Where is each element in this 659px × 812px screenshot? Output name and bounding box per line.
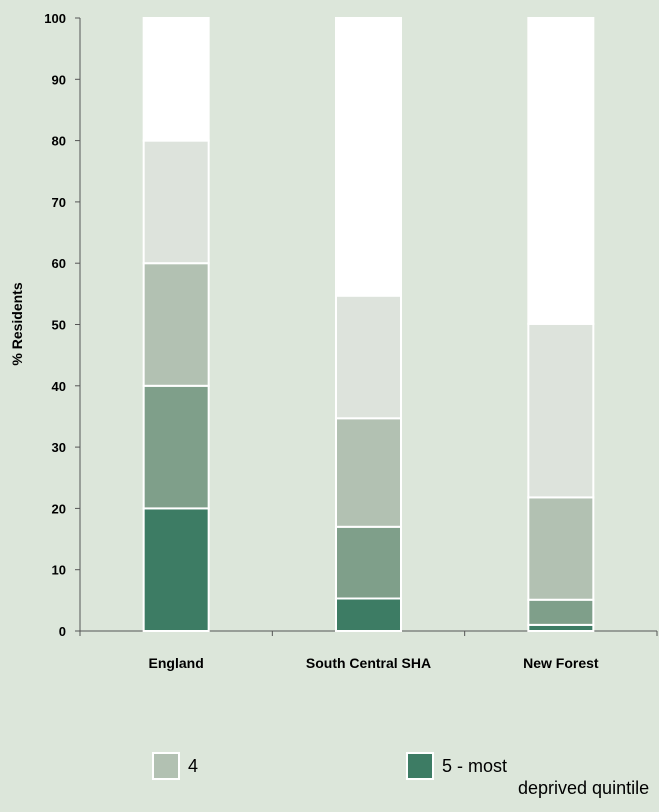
bar-segment-new-forest-4: [527, 322, 595, 499]
bar-segment-england-5: [142, 17, 210, 142]
bar-segment-south-central-sha-4: [335, 294, 402, 420]
bar-segment-new-forest-3: [527, 496, 595, 601]
y-tick-label: 0: [59, 624, 66, 639]
bar-segment-south-central-sha-2: [335, 525, 402, 600]
legend-label-quintile-4: 4: [188, 756, 199, 776]
x-category-label: New Forest: [523, 655, 599, 671]
legend-swatch-quintile-4: [152, 752, 180, 780]
bar-segment-england-4: [142, 139, 210, 265]
y-tick-label: 60: [52, 256, 66, 271]
bar-segment-south-central-sha-3: [335, 417, 402, 528]
y-tick-label: 30: [52, 440, 66, 455]
bar-segment-england-2: [142, 384, 210, 510]
legend-swatch-quintile-5: [406, 752, 434, 780]
legend-label-quintile-5: 5 - most deprived quintile: [442, 756, 650, 798]
y-tick-label: 10: [52, 563, 66, 578]
y-tick-label: 20: [52, 501, 66, 516]
y-tick-label: 70: [52, 195, 66, 210]
bar-segment-south-central-sha-1: [335, 597, 402, 632]
bar-segment-new-forest-5: [527, 17, 595, 325]
stacked-bar-chart: 0 10 20 30 40 50 60 70 80 90 100 England South Cent…: [9, 11, 658, 671]
y-tick-label: 100: [44, 11, 66, 26]
y-tick-label: 90: [52, 72, 66, 87]
y-axis-title: % Residents: [9, 282, 25, 365]
y-tick-label: 40: [52, 379, 66, 394]
bar-segment-south-central-sha-5: [335, 17, 402, 297]
bar-segment-new-forest-2: [527, 598, 595, 626]
y-tick-label: 50: [52, 318, 66, 333]
legend-item-quintile-5: 5 - most deprived quintile: [406, 752, 649, 799]
y-tick-label: 80: [52, 134, 66, 149]
bar-segment-england-3: [142, 262, 210, 387]
bars: [142, 17, 595, 632]
x-category-label: South Central SHA: [306, 655, 431, 671]
legend-item-quintile-4: 4: [152, 752, 198, 780]
x-category-label: England: [149, 655, 204, 671]
y-axis: 0 10 20 30 40 50 60 70 80 90 100: [44, 11, 81, 639]
bar-segment-england-1: [142, 507, 210, 632]
x-axis: England South Central SHA New Forest: [79, 630, 658, 671]
